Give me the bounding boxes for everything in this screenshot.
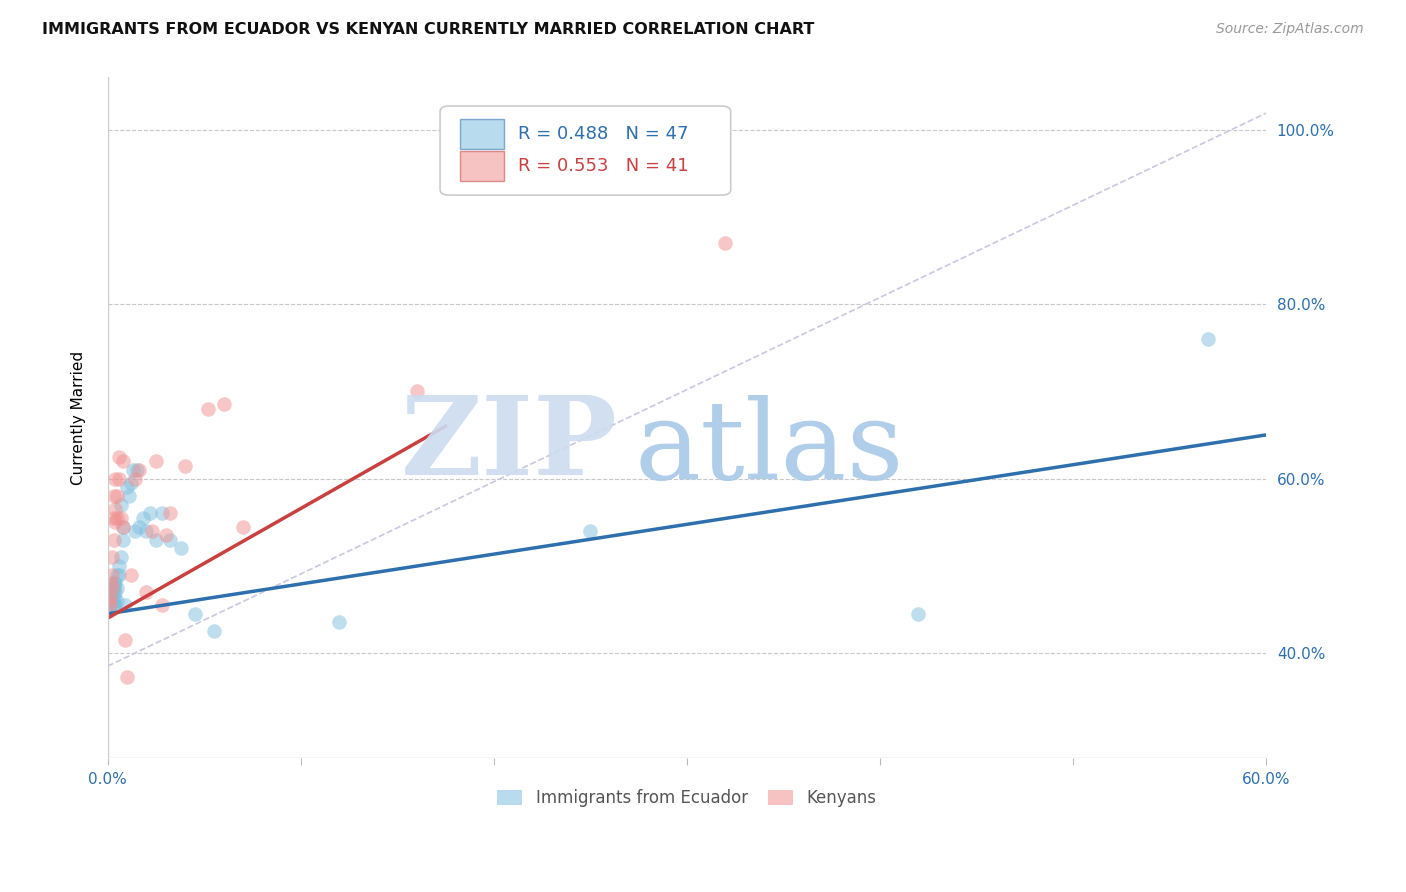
Point bbox=[150, 598, 173, 612]
Point bbox=[197, 401, 219, 416]
Text: R = 0.553   N = 41: R = 0.553 N = 41 bbox=[517, 157, 689, 175]
Text: IMMIGRANTS FROM ECUADOR VS KENYAN CURRENTLY MARRIED CORRELATION CHART: IMMIGRANTS FROM ECUADOR VS KENYAN CURREN… bbox=[42, 22, 814, 37]
Point bbox=[1197, 332, 1219, 346]
Text: atlas: atlas bbox=[634, 394, 904, 501]
Point bbox=[159, 507, 181, 521]
Point bbox=[114, 598, 136, 612]
Point bbox=[108, 472, 131, 486]
Point bbox=[232, 519, 254, 533]
Point bbox=[112, 519, 135, 533]
Text: R = 0.488   N = 47: R = 0.488 N = 47 bbox=[517, 125, 688, 143]
Point bbox=[131, 511, 153, 525]
Point bbox=[183, 607, 205, 621]
Point bbox=[100, 583, 122, 598]
Point bbox=[100, 576, 122, 591]
Point bbox=[121, 463, 143, 477]
Point bbox=[108, 558, 131, 573]
Point bbox=[110, 550, 132, 565]
Point bbox=[115, 670, 138, 684]
Point bbox=[103, 593, 125, 607]
Point bbox=[103, 590, 125, 604]
Point bbox=[98, 598, 121, 612]
Text: Source: ZipAtlas.com: Source: ZipAtlas.com bbox=[1216, 22, 1364, 37]
Point bbox=[104, 515, 127, 529]
Point bbox=[145, 533, 167, 547]
Point bbox=[107, 593, 129, 607]
Point bbox=[114, 632, 136, 647]
Point bbox=[141, 524, 163, 538]
Point bbox=[100, 593, 122, 607]
Point bbox=[104, 598, 127, 612]
Point bbox=[202, 624, 225, 639]
Legend: Immigrants from Ecuador, Kenyans: Immigrants from Ecuador, Kenyans bbox=[491, 782, 883, 814]
Point bbox=[100, 585, 122, 599]
Point bbox=[115, 480, 138, 494]
Point bbox=[97, 593, 120, 607]
Point bbox=[97, 590, 120, 604]
Point bbox=[135, 524, 157, 538]
Point bbox=[124, 472, 146, 486]
Point bbox=[107, 511, 129, 525]
Point bbox=[98, 598, 121, 612]
Point bbox=[104, 585, 127, 599]
Point bbox=[405, 384, 427, 399]
Point bbox=[714, 236, 737, 251]
Point bbox=[100, 581, 122, 595]
Point bbox=[159, 533, 181, 547]
Point bbox=[104, 472, 127, 486]
Point bbox=[107, 581, 129, 595]
Point bbox=[107, 567, 129, 582]
Point bbox=[125, 463, 148, 477]
Point bbox=[110, 498, 132, 512]
Point bbox=[100, 587, 122, 601]
Point bbox=[103, 581, 125, 595]
Point bbox=[112, 454, 135, 468]
Point bbox=[212, 397, 235, 411]
FancyBboxPatch shape bbox=[440, 106, 731, 195]
Point bbox=[328, 615, 350, 630]
Point bbox=[100, 595, 122, 609]
FancyBboxPatch shape bbox=[460, 119, 503, 149]
Point bbox=[145, 454, 167, 468]
Point bbox=[98, 602, 121, 616]
Point bbox=[101, 581, 124, 595]
Point bbox=[110, 511, 132, 525]
Point bbox=[120, 567, 142, 582]
Point bbox=[107, 489, 129, 503]
Point bbox=[907, 607, 929, 621]
Point bbox=[112, 519, 135, 533]
Point bbox=[104, 502, 127, 516]
Point bbox=[120, 475, 142, 490]
Point bbox=[174, 458, 197, 473]
Text: ZIP: ZIP bbox=[401, 392, 617, 499]
Point bbox=[103, 576, 125, 591]
Point bbox=[155, 528, 177, 542]
Point bbox=[103, 598, 125, 612]
Point bbox=[104, 576, 127, 591]
Point bbox=[124, 524, 146, 538]
Point bbox=[579, 524, 602, 538]
Point bbox=[150, 507, 173, 521]
Point bbox=[108, 567, 131, 582]
Point bbox=[103, 511, 125, 525]
Point bbox=[135, 585, 157, 599]
Point bbox=[100, 550, 122, 565]
Point bbox=[118, 489, 141, 503]
Point bbox=[128, 519, 150, 533]
Point bbox=[170, 541, 193, 556]
Point bbox=[103, 489, 125, 503]
Point bbox=[128, 463, 150, 477]
Point bbox=[112, 533, 135, 547]
Point bbox=[100, 567, 122, 582]
Point bbox=[108, 450, 131, 464]
FancyBboxPatch shape bbox=[460, 151, 503, 181]
Point bbox=[98, 590, 121, 604]
Point bbox=[139, 507, 162, 521]
Y-axis label: Currently Married: Currently Married bbox=[72, 351, 86, 484]
Point bbox=[103, 533, 125, 547]
